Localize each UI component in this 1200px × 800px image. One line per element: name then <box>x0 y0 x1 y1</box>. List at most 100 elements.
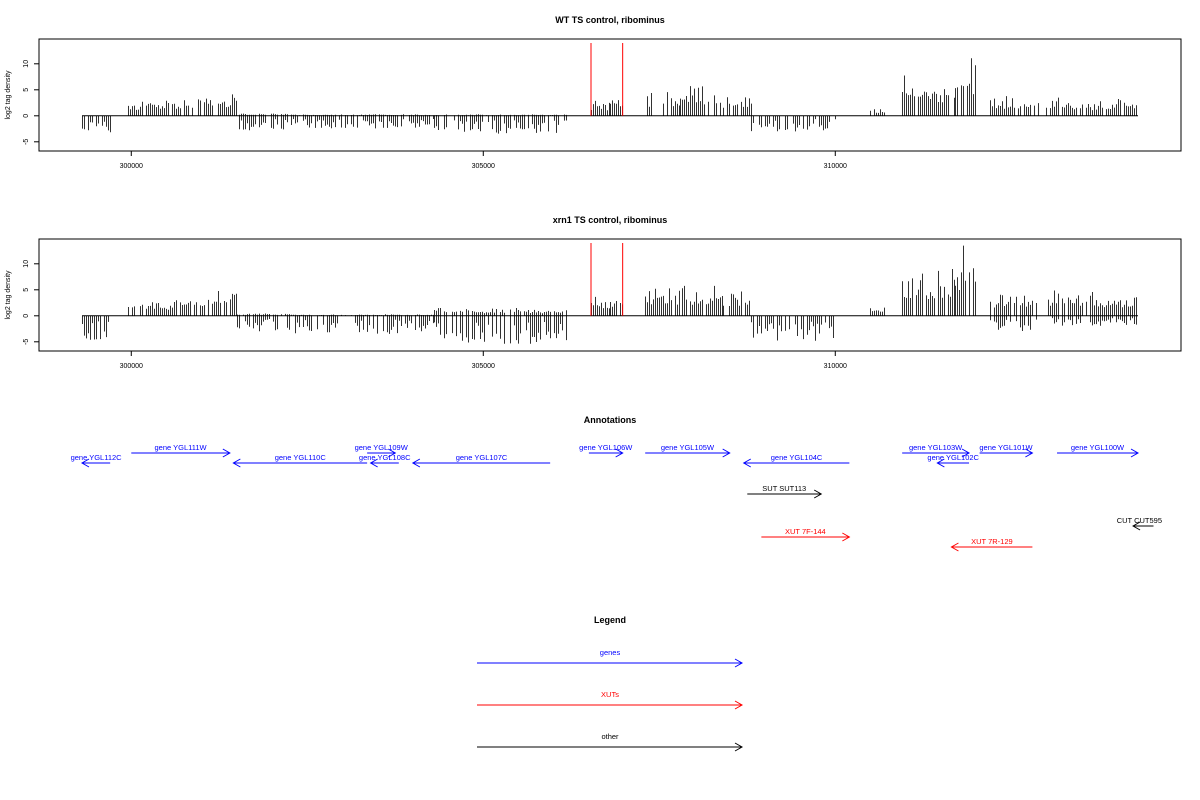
legend-entry: genes <box>477 648 744 668</box>
annotation-feature: gene YGL102C <box>927 453 980 468</box>
xrn1-y-axis-label: log2 tag density <box>5 270 12 320</box>
xrn1-y-tick-label: 0 <box>23 314 30 318</box>
xrn1-density-region <box>723 291 750 316</box>
xrn1-x-tick-label: 310000 <box>824 363 847 370</box>
xrn1-plot-frame <box>38 238 1182 352</box>
legend-label: other <box>601 732 619 741</box>
legend-entries: genes XUTs other <box>477 648 744 752</box>
xrn1-density-region <box>751 315 834 341</box>
wt-x-axis: 300000 305000 310000 <box>120 151 847 170</box>
legend-panel: Legend genes XUTs other <box>477 615 744 752</box>
annotations-title: Annotations <box>584 415 637 425</box>
xrn1-density-region <box>295 314 434 334</box>
wt-density-region <box>751 115 836 132</box>
xrn1-x-tick-label: 305000 <box>472 363 495 370</box>
annotation-label: gene YGL111W <box>154 443 207 452</box>
wt-track-panel: WT TS control, ribominus log2 tag densit… <box>5 15 1182 170</box>
wt-plot-frame <box>38 38 1182 152</box>
xrn1-y-tick-label: 5 <box>23 288 30 292</box>
xrn1-density-region <box>682 285 723 316</box>
wt-density-region <box>990 96 1039 116</box>
annotation-feature: gene YGL104C <box>742 453 850 468</box>
annotation-feature: SUT SUT113 <box>747 484 823 499</box>
wt-density-region <box>1046 97 1137 116</box>
wt-x-tick-label: 300000 <box>120 163 143 170</box>
xrn1-density-region <box>870 307 885 316</box>
annotation-label: gene YGL109W <box>355 443 409 452</box>
xrn1-density-region <box>902 269 955 316</box>
annotation-feature: gene YGL112C <box>71 453 123 468</box>
xrn1-x-axis: 300000 305000 310000 <box>120 351 847 370</box>
xrn1-density-region <box>188 291 237 316</box>
wt-density-region <box>647 92 680 116</box>
wt-density-region <box>82 115 111 133</box>
wt-y-axis-label: log2 tag density <box>5 70 12 120</box>
annotation-feature: XUT 7F-144 <box>761 527 851 542</box>
xrn1-density-region <box>955 245 976 316</box>
annotation-label: gene YGL104C <box>771 453 823 462</box>
legend-entry: other <box>477 732 744 752</box>
xrn1-density-region <box>990 294 1037 331</box>
annotation-feature: CUT CUT595 <box>1117 516 1162 531</box>
xrn1-density-region <box>610 301 623 316</box>
xrn1-track-title: xrn1 TS control, ribominus <box>553 215 668 225</box>
annotation-label: XUT 7R-129 <box>971 537 1013 546</box>
xrn1-x-tick-label: 300000 <box>120 363 143 370</box>
legend-title: Legend <box>594 615 626 625</box>
xrn1-y-tick-label: -5 <box>23 339 30 345</box>
wt-y-tick-label: -5 <box>23 139 30 145</box>
wt-density-bars <box>82 58 1137 134</box>
annotation-label: SUT SUT113 <box>762 484 806 493</box>
wt-y-axis: -5 0 5 10 <box>23 60 40 145</box>
wt-y-tick-label: 0 <box>23 114 30 118</box>
annotation-label: gene YGL106W <box>579 443 633 452</box>
wt-density-region <box>188 94 237 116</box>
wt-track-title: WT TS control, ribominus <box>555 15 665 25</box>
wt-density-region <box>723 97 752 116</box>
xrn1-density-region <box>434 308 567 344</box>
xrn1-y-tick-label: 10 <box>23 260 30 268</box>
annotation-label: gene YGL103W <box>909 443 963 452</box>
wt-highlight-lines <box>590 43 624 116</box>
annotation-label: gene YGL110C <box>275 453 327 462</box>
xrn1-density-bars <box>82 245 1137 344</box>
annotation-label: gene YGL101W <box>979 443 1033 452</box>
annotation-label: gene YGL105W <box>661 443 715 452</box>
annotation-label: gene YGL100W <box>1071 443 1125 452</box>
xrn1-highlight-lines <box>590 243 624 316</box>
xrn1-density-region <box>591 296 610 316</box>
xrn1-y-axis: -5 0 5 10 <box>23 260 40 345</box>
annotation-label: gene YGL112C <box>71 453 123 462</box>
annotation-feature: XUT 7R-129 <box>950 537 1033 552</box>
annotation-feature: gene YGL105W <box>645 443 731 458</box>
annotation-label: gene YGL108C <box>359 453 411 462</box>
annotation-feature: gene YGL111W <box>131 443 231 458</box>
xrn1-density-region <box>645 288 680 316</box>
wt-y-tick-label: 5 <box>23 88 30 92</box>
wt-y-tick-label: 10 <box>23 60 30 68</box>
wt-density-region <box>295 114 434 129</box>
annotation-label: XUT 7F-144 <box>785 527 826 536</box>
annotations-panel: Annotations gene YGL112C gene YGL111W gene… <box>71 415 1162 552</box>
wt-density-region <box>591 100 610 116</box>
wt-density-region <box>434 114 567 134</box>
annotation-feature: gene YGL107C <box>411 453 551 468</box>
legend-label: XUTs <box>601 690 619 699</box>
annotation-feature: gene YGL101W <box>979 443 1034 458</box>
legend-label: genes <box>600 648 621 657</box>
xrn1-track-panel: xrn1 TS control, ribominus log2 tag dens… <box>5 215 1182 370</box>
annotation-feature: gene YGL100W <box>1057 443 1140 458</box>
annotation-label: CUT CUT595 <box>1117 516 1162 525</box>
xrn1-density-region <box>82 315 109 340</box>
legend-entry: XUTs <box>477 690 744 710</box>
wt-density-region <box>902 75 955 116</box>
annotation-feature: gene YGL106W <box>579 443 633 458</box>
annotation-feature: gene YGL110C <box>232 453 368 468</box>
wt-density-region <box>128 100 187 116</box>
xrn1-density-region <box>128 300 187 316</box>
wt-x-tick-label: 310000 <box>824 163 847 170</box>
wt-density-region <box>610 100 623 116</box>
wt-density-region <box>870 109 885 116</box>
annotation-feature: gene YGL109W <box>355 443 409 458</box>
